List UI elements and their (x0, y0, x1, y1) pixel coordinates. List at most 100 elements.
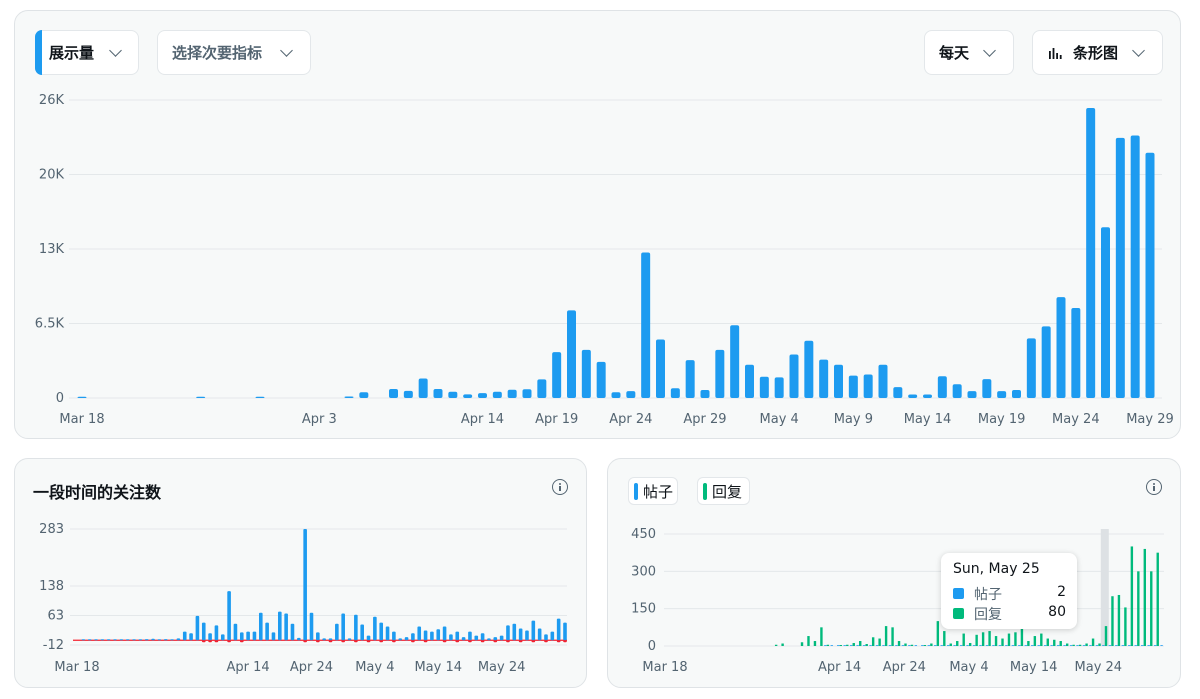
legend-replies-toggle[interactable]: 回复 (697, 477, 750, 505)
impressions-bar (418, 378, 428, 398)
follower-gain-bar (468, 631, 472, 641)
follower-gain-bar (138, 639, 143, 641)
follower-gain-bar (563, 622, 567, 641)
replies-bar (820, 627, 823, 646)
impressions-bar (1026, 338, 1036, 398)
follower-gain-bar (297, 637, 301, 641)
impressions-card: 展示量 选择次要指标 每天 条形图 0 6.5K 13K 20K 26K Mar 18 Ap… (14, 10, 1181, 439)
impressions-bar (745, 364, 754, 398)
follower-gain-bar (132, 639, 136, 641)
follower-gain-bar (461, 637, 466, 641)
impressions-bar (611, 392, 621, 398)
posts-bar (908, 645, 911, 646)
impressions-bar (552, 352, 562, 398)
follower-loss-bar (556, 640, 561, 643)
replies-swatch (703, 482, 707, 500)
tooltip-posts-label: 帖子 (974, 587, 1002, 603)
impressions-bar (923, 394, 932, 398)
tooltip-row-replies: 回复 80 (953, 604, 1066, 623)
replies-bar (1137, 571, 1140, 646)
impressions-bar (819, 359, 829, 398)
y-tick-label: 6.5K (35, 317, 65, 332)
replies-bar (1091, 638, 1095, 646)
posts-bar (1005, 645, 1008, 646)
replies-bar (968, 643, 972, 646)
replies-bar (781, 643, 784, 646)
replies-bar (774, 644, 778, 646)
replies-bar (904, 643, 907, 646)
impressions-chart: 0 6.5K 13K 20K 26K Mar 18 Apr 3 Apr 14 Apr 19 Apr… (35, 93, 1174, 427)
info-icon[interactable] (1146, 479, 1162, 495)
metric-dropdown[interactable]: 展示量 (35, 30, 139, 75)
follower-gain-bar (404, 637, 409, 641)
x-tick-label: May 4 (760, 412, 799, 427)
follower-gain-bar (303, 529, 307, 641)
posts-bar (1043, 645, 1047, 646)
interval-dropdown[interactable]: 每天 (924, 30, 1014, 75)
y-tick-label: 283 (39, 522, 64, 537)
replies-bar (943, 631, 946, 646)
y-tick-label: 20K (39, 168, 65, 183)
impressions-bar (1071, 308, 1081, 398)
follower-gain-bar (322, 638, 326, 641)
impressions-bar (997, 391, 1007, 398)
x-tick-label: Apr 3 (302, 412, 337, 427)
posts-bar (1128, 645, 1131, 646)
follower-gain-bar (233, 623, 238, 641)
replies-bar (1020, 627, 1024, 646)
impressions-bar (478, 393, 487, 398)
posts-bar (934, 645, 937, 646)
follower-gain-bar (550, 631, 555, 641)
y-tick-label: 13K (39, 242, 65, 257)
tooltip-date: Sun, May 25 (953, 561, 1040, 577)
impressions-bar (730, 325, 740, 398)
follower-loss-bar (316, 640, 320, 643)
follower-gain-bar (518, 628, 523, 641)
impressions-bar (937, 376, 947, 398)
x-tick-label: May 19 (978, 412, 1026, 427)
impressions-bar (567, 310, 576, 398)
follower-gain-bar (100, 639, 105, 641)
replies-bar (949, 643, 952, 646)
follower-gain-bar (417, 626, 422, 641)
follower-gain-bar (208, 633, 212, 641)
x-tick-label: Mar 18 (642, 660, 687, 675)
follower-gain-bar (474, 635, 479, 641)
follower-gain-bar (512, 623, 517, 641)
chart-type-dropdown[interactable]: 条形图 (1032, 30, 1163, 75)
info-icon[interactable] (552, 479, 568, 495)
replies-bar (1130, 546, 1134, 646)
replies-bar (871, 637, 875, 646)
legend-posts-toggle[interactable]: 帖子 (628, 477, 678, 505)
follower-gain-bar (278, 611, 282, 641)
replies-bar (1072, 644, 1075, 646)
follower-loss-bar (518, 640, 523, 643)
impressions-bar (1145, 152, 1155, 398)
follower-gain-bar (449, 634, 453, 641)
follower-gain-bar (423, 630, 428, 641)
impressions-bar (344, 396, 354, 398)
impressions-bar (492, 391, 502, 398)
follower-gain-bar (316, 632, 320, 641)
replies-bar (884, 626, 888, 646)
follower-gain-bar (398, 638, 403, 641)
impressions-bar (982, 379, 992, 398)
x-tick-label: Apr 24 (290, 660, 333, 675)
x-tick-label: Apr 24 (883, 660, 926, 675)
replies-bar (1033, 636, 1037, 646)
follower-gain-bar (328, 638, 333, 641)
hover-highlight (1100, 529, 1109, 646)
impressions-bar (774, 377, 784, 398)
interval-dropdown-label: 每天 (939, 44, 970, 62)
posts-bar (1069, 645, 1073, 646)
posts-bar (998, 645, 1002, 646)
chart-type-dropdown-label: 条形图 (1073, 44, 1119, 62)
follower-gain-bar (442, 626, 447, 641)
y-tick-label: 0 (648, 639, 656, 654)
posts-bar (888, 645, 892, 646)
impressions-bar (196, 396, 206, 398)
posts-bar (1095, 645, 1099, 646)
x-tick-label: May 24 (478, 660, 526, 675)
secondary-metric-dropdown[interactable]: 选择次要指标 (157, 30, 311, 75)
replies-bar (800, 642, 804, 646)
